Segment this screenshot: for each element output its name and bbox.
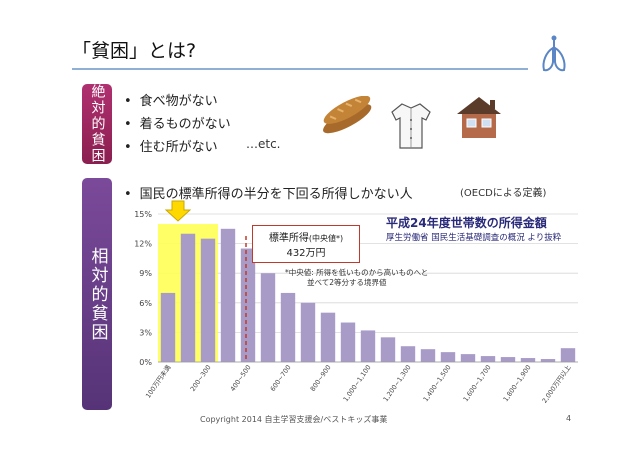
bar — [360, 330, 376, 362]
oecd-definition-note: (OECDによる定義) — [460, 188, 547, 199]
median-value: 432万円 — [286, 248, 326, 259]
bread-icon — [323, 96, 372, 134]
lung-logo-icon — [542, 35, 566, 72]
bar — [420, 349, 436, 362]
relative-definition: 国民の標準所得の半分を下回る所得しかない人 — [124, 183, 413, 202]
median-note-line1: *中央値: 所得を低いものから高いものへと — [285, 268, 429, 277]
bar — [240, 248, 256, 362]
page-title: 「貧困」とは? — [72, 40, 197, 62]
bar — [520, 358, 536, 362]
x-tick-label: 1,200~1,300 — [382, 364, 413, 404]
bar — [160, 292, 176, 362]
bar — [480, 356, 496, 362]
bullet-housing: 住む所がない — [124, 136, 218, 155]
bar — [560, 348, 576, 362]
x-tick-label: 400~500 — [229, 364, 253, 393]
x-tick-label: 200~300 — [189, 364, 213, 393]
x-tick-label: 1,000~1,100 — [342, 364, 373, 404]
chart-title: 平成24年度世帯数の所得金額 — [386, 216, 547, 230]
bullet-clothing: 着るものがない — [124, 113, 231, 132]
y-tick-label: 6% — [139, 299, 152, 308]
relative-poverty-label: 相対的貧困 — [82, 178, 112, 410]
y-tick-label: 3% — [139, 328, 152, 337]
shirt-icon — [391, 103, 431, 149]
bar — [540, 359, 556, 362]
down-arrow-icon — [164, 200, 192, 222]
bar — [500, 357, 516, 362]
house-icon — [457, 97, 501, 138]
median-label: 標準所得 — [268, 233, 309, 244]
etc-text: …etc. — [246, 137, 281, 151]
x-tick-label: 1,800~1,900 — [502, 364, 533, 404]
median-footnote: *中央値: 所得を低いものから高いものへと 並べて2等分する境界値 — [285, 268, 428, 288]
bar — [280, 292, 296, 362]
bar — [340, 322, 356, 362]
bar — [260, 273, 276, 362]
bar — [180, 233, 196, 362]
y-tick-label: 0% — [139, 358, 152, 367]
x-tick-label: 2,000万円以上 — [540, 363, 573, 405]
bar — [460, 354, 476, 362]
median-suffix: (中央値*) — [308, 234, 344, 243]
page-number: 4 — [566, 414, 572, 423]
chart-source: 厚生労働省 国民生活基礎調査の概況 より抜粋 — [386, 233, 562, 243]
x-tick-label: 1,600~1,700 — [462, 364, 493, 404]
y-tick-label: 12% — [134, 240, 152, 249]
y-tick-label: 9% — [139, 269, 152, 278]
bar — [320, 312, 336, 362]
income-distribution-chart: 0% 3% 6% 9% 12% 15% 100万円未満 200~300 400~500 600~… — [134, 200, 578, 405]
x-tick-label: 800~900 — [309, 364, 333, 393]
bar — [400, 346, 416, 362]
copyright-footer: Copyright 2014 自主学習支援会/ベストキッズ事業 — [200, 415, 388, 424]
median-callout: 標準所得(中央値*) 432万円 — [252, 225, 360, 263]
bullet-food: 食べ物がない — [124, 90, 218, 109]
bar — [220, 228, 236, 362]
title-rule — [72, 68, 528, 70]
bar — [200, 238, 216, 362]
y-tick-label: 15% — [134, 210, 152, 219]
bar — [380, 337, 396, 362]
x-tick-label: 1,400~1,500 — [422, 364, 453, 404]
median-note-line2: 並べて2等分する境界値 — [307, 278, 387, 287]
bar — [440, 352, 456, 362]
x-tick-label: 100万円未満 — [143, 363, 173, 400]
bar — [300, 302, 316, 362]
absolute-poverty-label: 絶対的貧困 — [82, 84, 112, 164]
x-tick-label: 600~700 — [269, 364, 293, 393]
